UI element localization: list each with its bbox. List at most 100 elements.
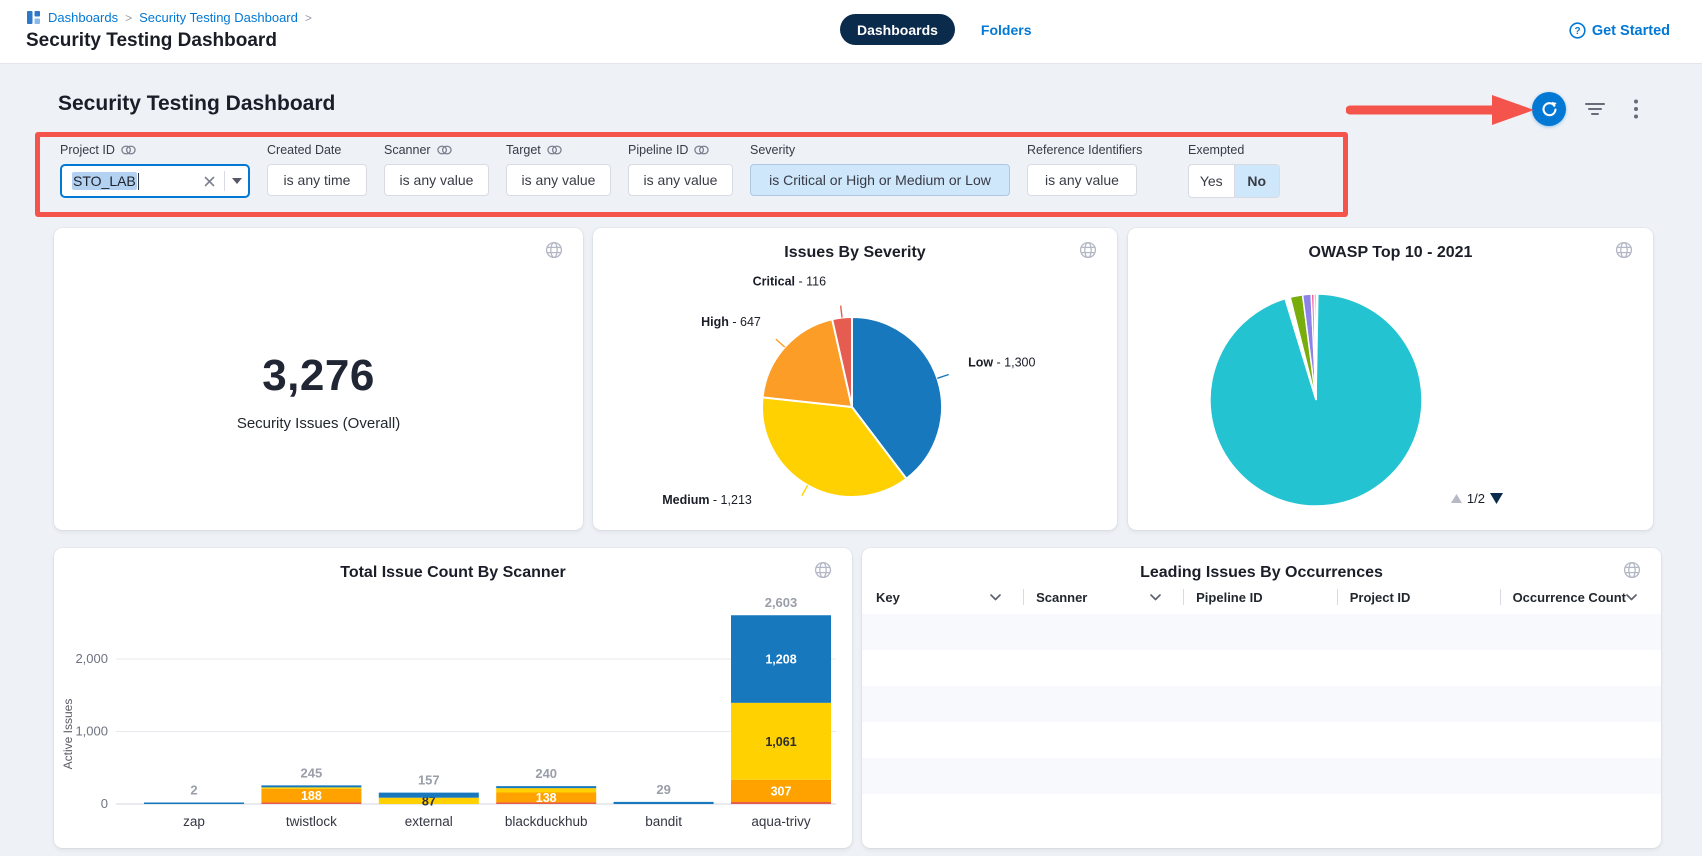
column-divider <box>1336 589 1338 605</box>
column-header-occurrence-count[interactable]: Occurrence Count <box>1513 590 1647 605</box>
filter-label-text: Severity <box>750 143 796 157</box>
pie-label-medium: Medium - 1,213 <box>662 493 752 507</box>
filter-label-text: Created Date <box>267 143 342 157</box>
stat-value: 3,276 <box>262 350 375 400</box>
filter-label-text: Project ID <box>60 143 115 157</box>
filter-value-created-date[interactable]: is any time <box>267 164 367 196</box>
filter-label-target: Target <box>506 143 611 157</box>
table-body <box>862 614 1661 794</box>
y-tick-label: 1,000 <box>75 724 108 739</box>
column-header-label: Project ID <box>1349 589 1411 605</box>
filter-lines-icon <box>1585 103 1605 115</box>
input-divider <box>224 171 225 191</box>
bar-segment-label: 1,061 <box>765 735 796 749</box>
column-header-scanner[interactable]: Scanner <box>1036 590 1171 605</box>
filter-value-reference-identifiers[interactable]: is any value <box>1027 164 1137 196</box>
filter-label-text: Target <box>506 143 541 157</box>
column-divider <box>1023 589 1025 605</box>
x-axis-label-twistlock: twistlock <box>286 814 337 829</box>
x-axis-label-external: external <box>405 814 453 829</box>
globe-icon[interactable] <box>1079 241 1097 264</box>
x-axis-label-aqua-trivy: aqua-trivy <box>751 814 811 829</box>
y-axis-title: Active Issues <box>61 699 75 770</box>
exempted-option-no[interactable]: No <box>1233 165 1279 197</box>
pie-label-leader <box>801 484 809 497</box>
bar-segment-twistlock-critical <box>261 802 362 804</box>
card-total-issue-count-by-scanner: Total Issue Count By Scanner 0 1,000 2,000… <box>54 548 852 848</box>
filter-bar: Project ID STO_LAB Created Date is any time… <box>60 143 1280 198</box>
bar-segment-aqua-trivy-high <box>731 779 831 802</box>
globe-icon <box>814 561 832 579</box>
bar-total-label: 29 <box>656 782 670 797</box>
dashboards-grid-icon <box>27 11 40 24</box>
column-header-key[interactable]: Key <box>876 590 1011 605</box>
get-started-link[interactable]: ? Get Started <box>1569 22 1670 39</box>
table-row <box>862 650 1661 686</box>
column-header-project-id[interactable]: Project ID <box>1350 590 1488 605</box>
breadcrumb-current-link[interactable]: Security Testing Dashboard <box>139 10 298 25</box>
project-id-input[interactable]: STO_LAB <box>60 164 250 198</box>
sort-chevron-icon[interactable] <box>1150 593 1162 601</box>
column-header-label: Scanner <box>1036 589 1088 605</box>
project-id-value: STO_LAB <box>72 172 137 190</box>
bar-segment-aqua-trivy-medium <box>731 702 831 780</box>
filter-label-text: Exempted <box>1188 143 1245 157</box>
pie-slice-high <box>761 318 854 409</box>
bar-segment-twistlock-low <box>261 785 362 788</box>
bar-segment-label: 1,208 <box>765 653 796 667</box>
bar-total-label: 245 <box>301 765 323 780</box>
column-header-pipeline-id[interactable]: Pipeline ID <box>1196 590 1325 605</box>
bar-segment-zap-low <box>144 802 244 804</box>
page-up-icon[interactable] <box>1450 494 1462 503</box>
tab-folders[interactable]: Folders <box>980 21 1032 38</box>
bar-segment-external-medium <box>378 797 479 804</box>
filter-value-scanner[interactable]: is any value <box>384 164 489 196</box>
filter-project-id: Project ID STO_LAB <box>60 143 250 198</box>
globe-icon[interactable] <box>814 561 832 584</box>
exempted-option-yes[interactable]: Yes <box>1199 173 1223 189</box>
pie-label-low: Low - 1,300 <box>968 356 1035 370</box>
refresh-button[interactable] <box>1532 92 1566 126</box>
link-icon <box>121 145 136 155</box>
sort-chevron-icon[interactable] <box>1626 593 1637 601</box>
bar-segment-blackduckhub-high <box>496 792 597 803</box>
table-title-leading-issues: Leading Issues By Occurrences <box>1140 564 1383 581</box>
breadcrumb-separator: > <box>304 10 312 25</box>
clear-icon[interactable] <box>202 174 217 189</box>
bar-segment-aqua-trivy-low <box>731 615 831 703</box>
bar-segment-twistlock-high <box>261 788 362 803</box>
filter-exempted: Exempted Yes No <box>1188 143 1280 198</box>
kebab-menu-icon <box>1634 99 1638 119</box>
filter-value-target[interactable]: is any value <box>506 164 611 196</box>
bar-total-label: 2 <box>190 783 197 798</box>
tab-dashboards[interactable]: Dashboards <box>840 14 955 45</box>
scanner-stacked-bar-chart: 0 1,000 2,000 Active Issues 2 zap 188 245 twistl… <box>61 595 836 829</box>
chart-title-owasp-top-10: OWASP Top 10 - 2021 <box>1308 244 1473 261</box>
filter-value-severity[interactable]: is Critical or High or Medium or Low <box>750 164 1010 196</box>
globe-icon[interactable] <box>1623 561 1641 584</box>
globe-icon <box>1615 241 1633 259</box>
bar-segment-label: 138 <box>536 791 557 805</box>
sort-chevron-icon[interactable] <box>990 593 1001 601</box>
filter-label-reference-identifiers: Reference Identifiers <box>1027 143 1142 157</box>
globe-icon[interactable] <box>545 241 563 264</box>
filter-value-pipeline-id[interactable]: is any value <box>628 164 733 196</box>
dropdown-caret-icon[interactable] <box>232 178 242 184</box>
help-icon: ? <box>1569 22 1586 39</box>
filter-sort-button[interactable] <box>1582 98 1608 120</box>
breadcrumb-dashboards-link[interactable]: Dashboards <box>48 10 119 25</box>
more-options-button[interactable] <box>1626 96 1646 122</box>
link-icon <box>694 145 710 155</box>
link-icon <box>547 145 562 155</box>
bar-total-label: 240 <box>535 766 557 781</box>
bar-segment-blackduckhub-low <box>496 786 597 789</box>
pie-pagination: 1/2 <box>1450 491 1503 506</box>
filter-label-text: Scanner <box>384 143 431 157</box>
globe-icon[interactable] <box>1615 241 1633 264</box>
page-title: Security Testing Dashboard <box>26 30 277 51</box>
page-down-icon[interactable] <box>1490 493 1503 504</box>
bar-segment-blackduckhub-critical <box>496 802 597 804</box>
stat-label: Security Issues (Overall) <box>236 414 401 432</box>
bar-segment-external-low <box>378 792 479 798</box>
